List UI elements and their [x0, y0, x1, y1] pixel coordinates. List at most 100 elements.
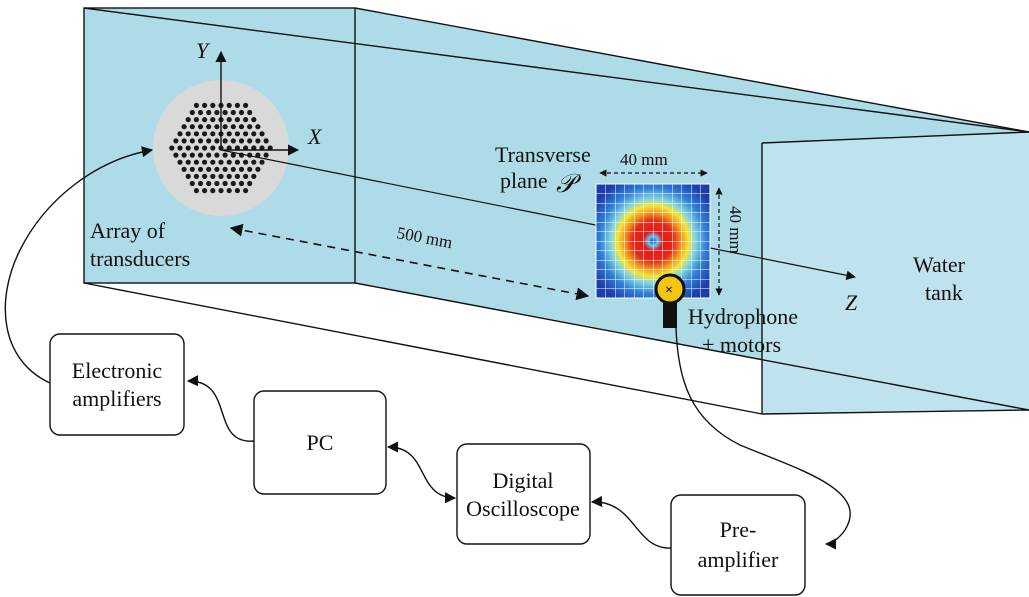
preamp-block: Pre- amplifier: [670, 494, 806, 596]
array-element: [193, 159, 199, 165]
array-element: [206, 152, 212, 158]
array-element: [214, 180, 220, 187]
array-element: [226, 102, 232, 108]
array-element: [181, 124, 187, 130]
pc-block: PC: [253, 390, 387, 495]
array-element: [181, 152, 187, 158]
array-element: [210, 173, 216, 179]
array-element: [243, 173, 249, 179]
array-element: [185, 117, 191, 123]
array-element: [222, 138, 228, 144]
array-element: [218, 188, 224, 194]
amplifiers-box: [49, 333, 185, 436]
array-element: [247, 166, 253, 172]
oscilloscope-line2: Oscilloscope: [466, 496, 580, 521]
array-element: [234, 159, 240, 165]
array-element: [247, 180, 253, 187]
array-element: [214, 166, 220, 172]
array-element: [259, 131, 265, 137]
array-element: [193, 117, 199, 123]
array-element: [243, 117, 249, 123]
array-element: [189, 180, 195, 187]
array-element: [251, 117, 257, 123]
tank-bottom-edge: [83, 282, 763, 415]
array-element: [230, 109, 236, 116]
array-element: [181, 138, 187, 144]
oscilloscope-block: Digital Oscilloscope: [456, 443, 591, 545]
array-element: [189, 138, 195, 144]
array-element: [197, 124, 204, 130]
array-element: [226, 117, 232, 123]
array-element: [251, 131, 257, 137]
array-element: [189, 166, 195, 172]
array-element: [263, 152, 269, 158]
array-element: [230, 124, 236, 130]
array-element: [238, 180, 245, 187]
array-element: [197, 152, 204, 158]
array-element: [259, 159, 265, 165]
array-element: [234, 117, 240, 123]
array-element: [243, 102, 249, 108]
array-element: [206, 166, 212, 172]
array-element: [210, 159, 216, 165]
array-element: [214, 109, 220, 116]
array-element: [230, 166, 236, 172]
array-element: [263, 138, 269, 144]
array-element: [251, 145, 257, 151]
array-element: [226, 145, 232, 151]
array-element: [226, 173, 232, 179]
transverse-label-line2: plane: [500, 168, 548, 193]
array-element: [202, 188, 208, 194]
tank-front-frame: [83, 7, 356, 284]
array-element: [230, 152, 236, 158]
tank-top-edge: [83, 7, 1029, 133]
pc-label: PC: [307, 430, 334, 455]
array-element: [226, 131, 232, 137]
array-label-line1: Array of: [90, 218, 166, 243]
array-element: [189, 152, 195, 158]
distance-arrow: [229, 223, 590, 301]
array-element: [255, 152, 261, 158]
array-element: [185, 145, 191, 151]
array-element: [197, 166, 204, 172]
array-element: [177, 131, 183, 137]
hydrophone-label-line2: + motors: [702, 332, 781, 357]
array-element: [185, 173, 191, 179]
wire-pc-to-amplifiers: [186, 375, 255, 442]
width-label: 40 mm: [620, 150, 668, 169]
array-element: [206, 109, 212, 116]
heatmap-border: [595, 183, 711, 299]
array-element: [230, 138, 236, 144]
array-element: [177, 145, 183, 151]
hydrophone-mark: ×: [665, 283, 673, 298]
array-element: [222, 109, 228, 116]
preamp-line1: Pre-: [720, 517, 757, 542]
array-element: [234, 188, 240, 194]
amplifiers-block: Electronic amplifiers: [49, 333, 185, 436]
tank-front-face: [762, 132, 1029, 414]
hydrophone-icon: ×: [654, 273, 686, 328]
array-element: [238, 166, 245, 172]
array-element: [247, 109, 253, 116]
array-element: [234, 131, 240, 137]
preamp-line2: amplifier: [698, 547, 779, 572]
array-element: [210, 188, 216, 194]
array-element: [173, 152, 179, 158]
axis-x-label: X: [307, 124, 323, 149]
pressure-field-heatmap: [595, 183, 711, 299]
water-label-line2: tank: [925, 280, 963, 305]
array-element: [177, 159, 183, 165]
oscilloscope-line1: Digital: [492, 468, 553, 493]
wire-hydrophone-to-preamp: [675, 327, 851, 550]
array-element: [214, 138, 220, 144]
array-element: [234, 102, 240, 108]
tank-top-inner-edge: [354, 7, 1029, 133]
heatmap-grid: [596, 184, 710, 298]
array-element: [214, 152, 220, 158]
array-element: [202, 159, 208, 165]
array-element: [193, 188, 199, 194]
array-element: [234, 145, 240, 151]
array-element: [255, 138, 261, 144]
array-element: [238, 124, 245, 130]
